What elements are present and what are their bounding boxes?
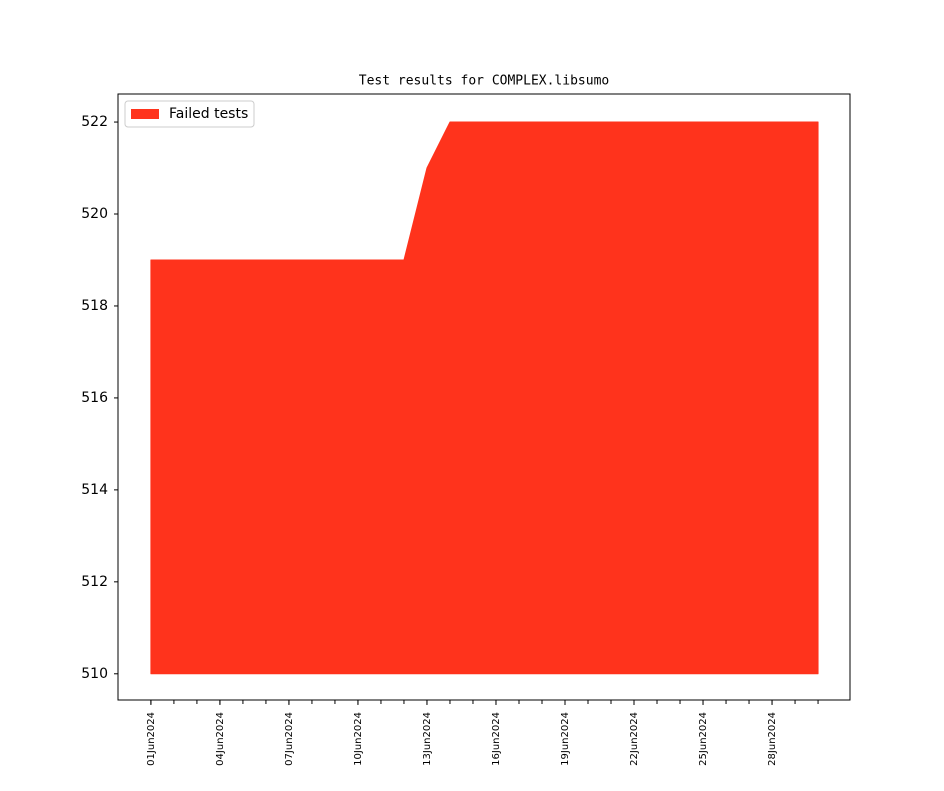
y-tick-label: 518 [81, 298, 108, 314]
y-tick-label: 510 [81, 666, 108, 682]
x-tick-label: 16Jun2024 [491, 712, 502, 766]
y-tick-label: 512 [81, 574, 108, 590]
legend-box [124, 100, 255, 128]
x-tick-label: 13Jun2024 [422, 712, 433, 766]
x-tick-label: 04Jun2024 [215, 712, 226, 766]
area [150, 121, 819, 675]
legend: Failed tests [124, 100, 255, 128]
x-tick-label: 10Jun2024 [353, 712, 364, 766]
x-tick-label: 25Jun2024 [698, 712, 709, 766]
y-tick-label: 522 [81, 114, 108, 130]
x-tick-label: 01Jun2024 [146, 712, 157, 766]
x-tick-label: 28Jun2024 [767, 712, 778, 766]
x-tick-label: 22Jun2024 [629, 712, 640, 766]
x-tick-label: 07Jun2024 [284, 712, 295, 766]
legend-swatch [131, 109, 159, 119]
y-tick-label: 520 [81, 206, 108, 222]
y-tick-label: 516 [81, 390, 108, 406]
plot-frame [117, 93, 851, 701]
chart-title: Test results for COMPLEX.libsumo [359, 74, 609, 89]
legend-label: Failed tests [169, 106, 248, 122]
y-tick-label: 514 [81, 482, 108, 498]
x-tick-label: 19Jun2024 [560, 712, 571, 766]
